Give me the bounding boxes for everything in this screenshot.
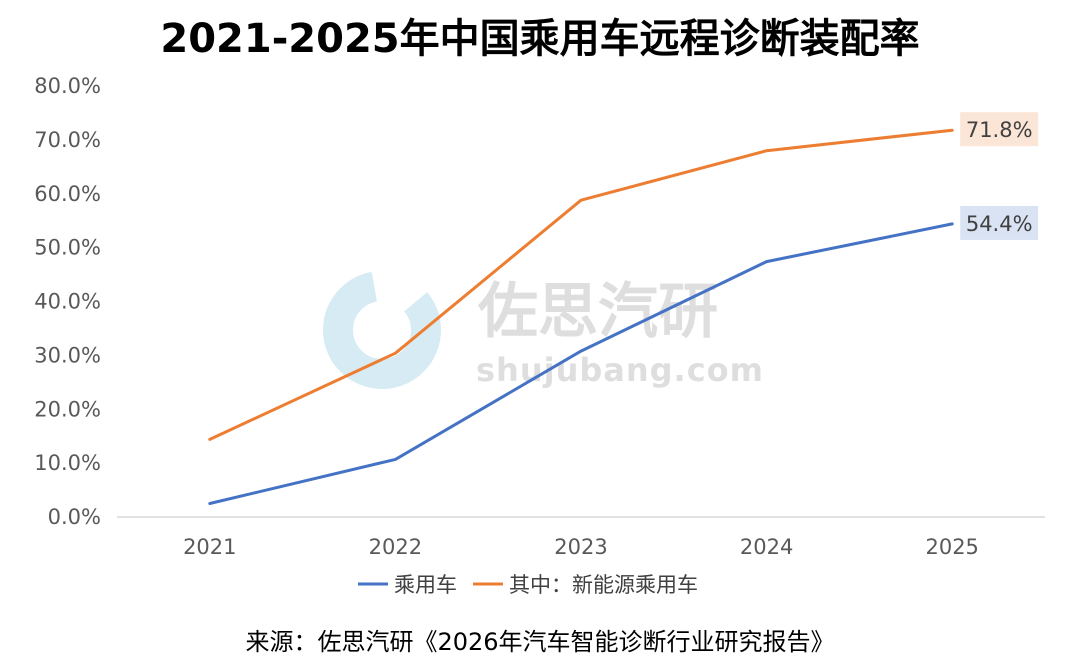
- series-lines: [208, 128, 954, 505]
- x-axis: 2021 2022 2023 2024 2025: [183, 535, 979, 559]
- y-tick-label: 20.0%: [34, 397, 101, 421]
- line-chart: 佐思汽研 shujubang.com 0.0% 10.0% 20.0% 30.0% 40…: [34, 74, 1045, 597]
- x-tick-label: 2021: [183, 535, 236, 559]
- data-label-background: [960, 205, 1039, 240]
- y-axis: 0.0% 10.0% 20.0% 30.0% 40.0% 50.0% 60.0% 70.0% 8…: [34, 74, 101, 529]
- y-tick-label: 70.0%: [34, 128, 101, 152]
- y-tick-label: 80.0%: [34, 74, 101, 98]
- legend-label: 乘用车: [394, 573, 457, 597]
- data-label: 54.4%: [966, 212, 1033, 236]
- data-label-background: [960, 112, 1039, 147]
- y-tick-label: 60.0%: [34, 182, 101, 206]
- watermark-logo-icon: [323, 271, 441, 389]
- source-note: 来源：佐思汽研《2026年汽车智能诊断行业研究报告》: [245, 628, 835, 656]
- chart-title: 2021-2025年中国乘用车远程诊断装配率: [160, 16, 920, 62]
- watermark-url: shujubang.com: [476, 351, 764, 389]
- x-tick-label: 2023: [554, 535, 607, 559]
- y-tick-label: 40.0%: [34, 290, 101, 314]
- y-tick-label: 0.0%: [48, 505, 101, 529]
- data-label: 71.8%: [966, 118, 1033, 142]
- end-labels: 54.4% 71.8%: [960, 112, 1039, 240]
- x-tick-label: 2024: [740, 535, 793, 559]
- x-tick-label: 2022: [369, 535, 422, 559]
- y-tick-label: 50.0%: [34, 236, 101, 260]
- watermark-name: 佐思汽研: [477, 277, 718, 347]
- y-tick-label: 10.0%: [34, 451, 101, 475]
- legend: 乘用车 其中：新能源乘用车: [358, 573, 698, 597]
- y-tick-label: 30.0%: [34, 343, 101, 367]
- x-tick-label: 2025: [925, 535, 978, 559]
- watermark: 佐思汽研 shujubang.com: [323, 271, 764, 389]
- legend-label: 其中：新能源乘用车: [509, 573, 698, 597]
